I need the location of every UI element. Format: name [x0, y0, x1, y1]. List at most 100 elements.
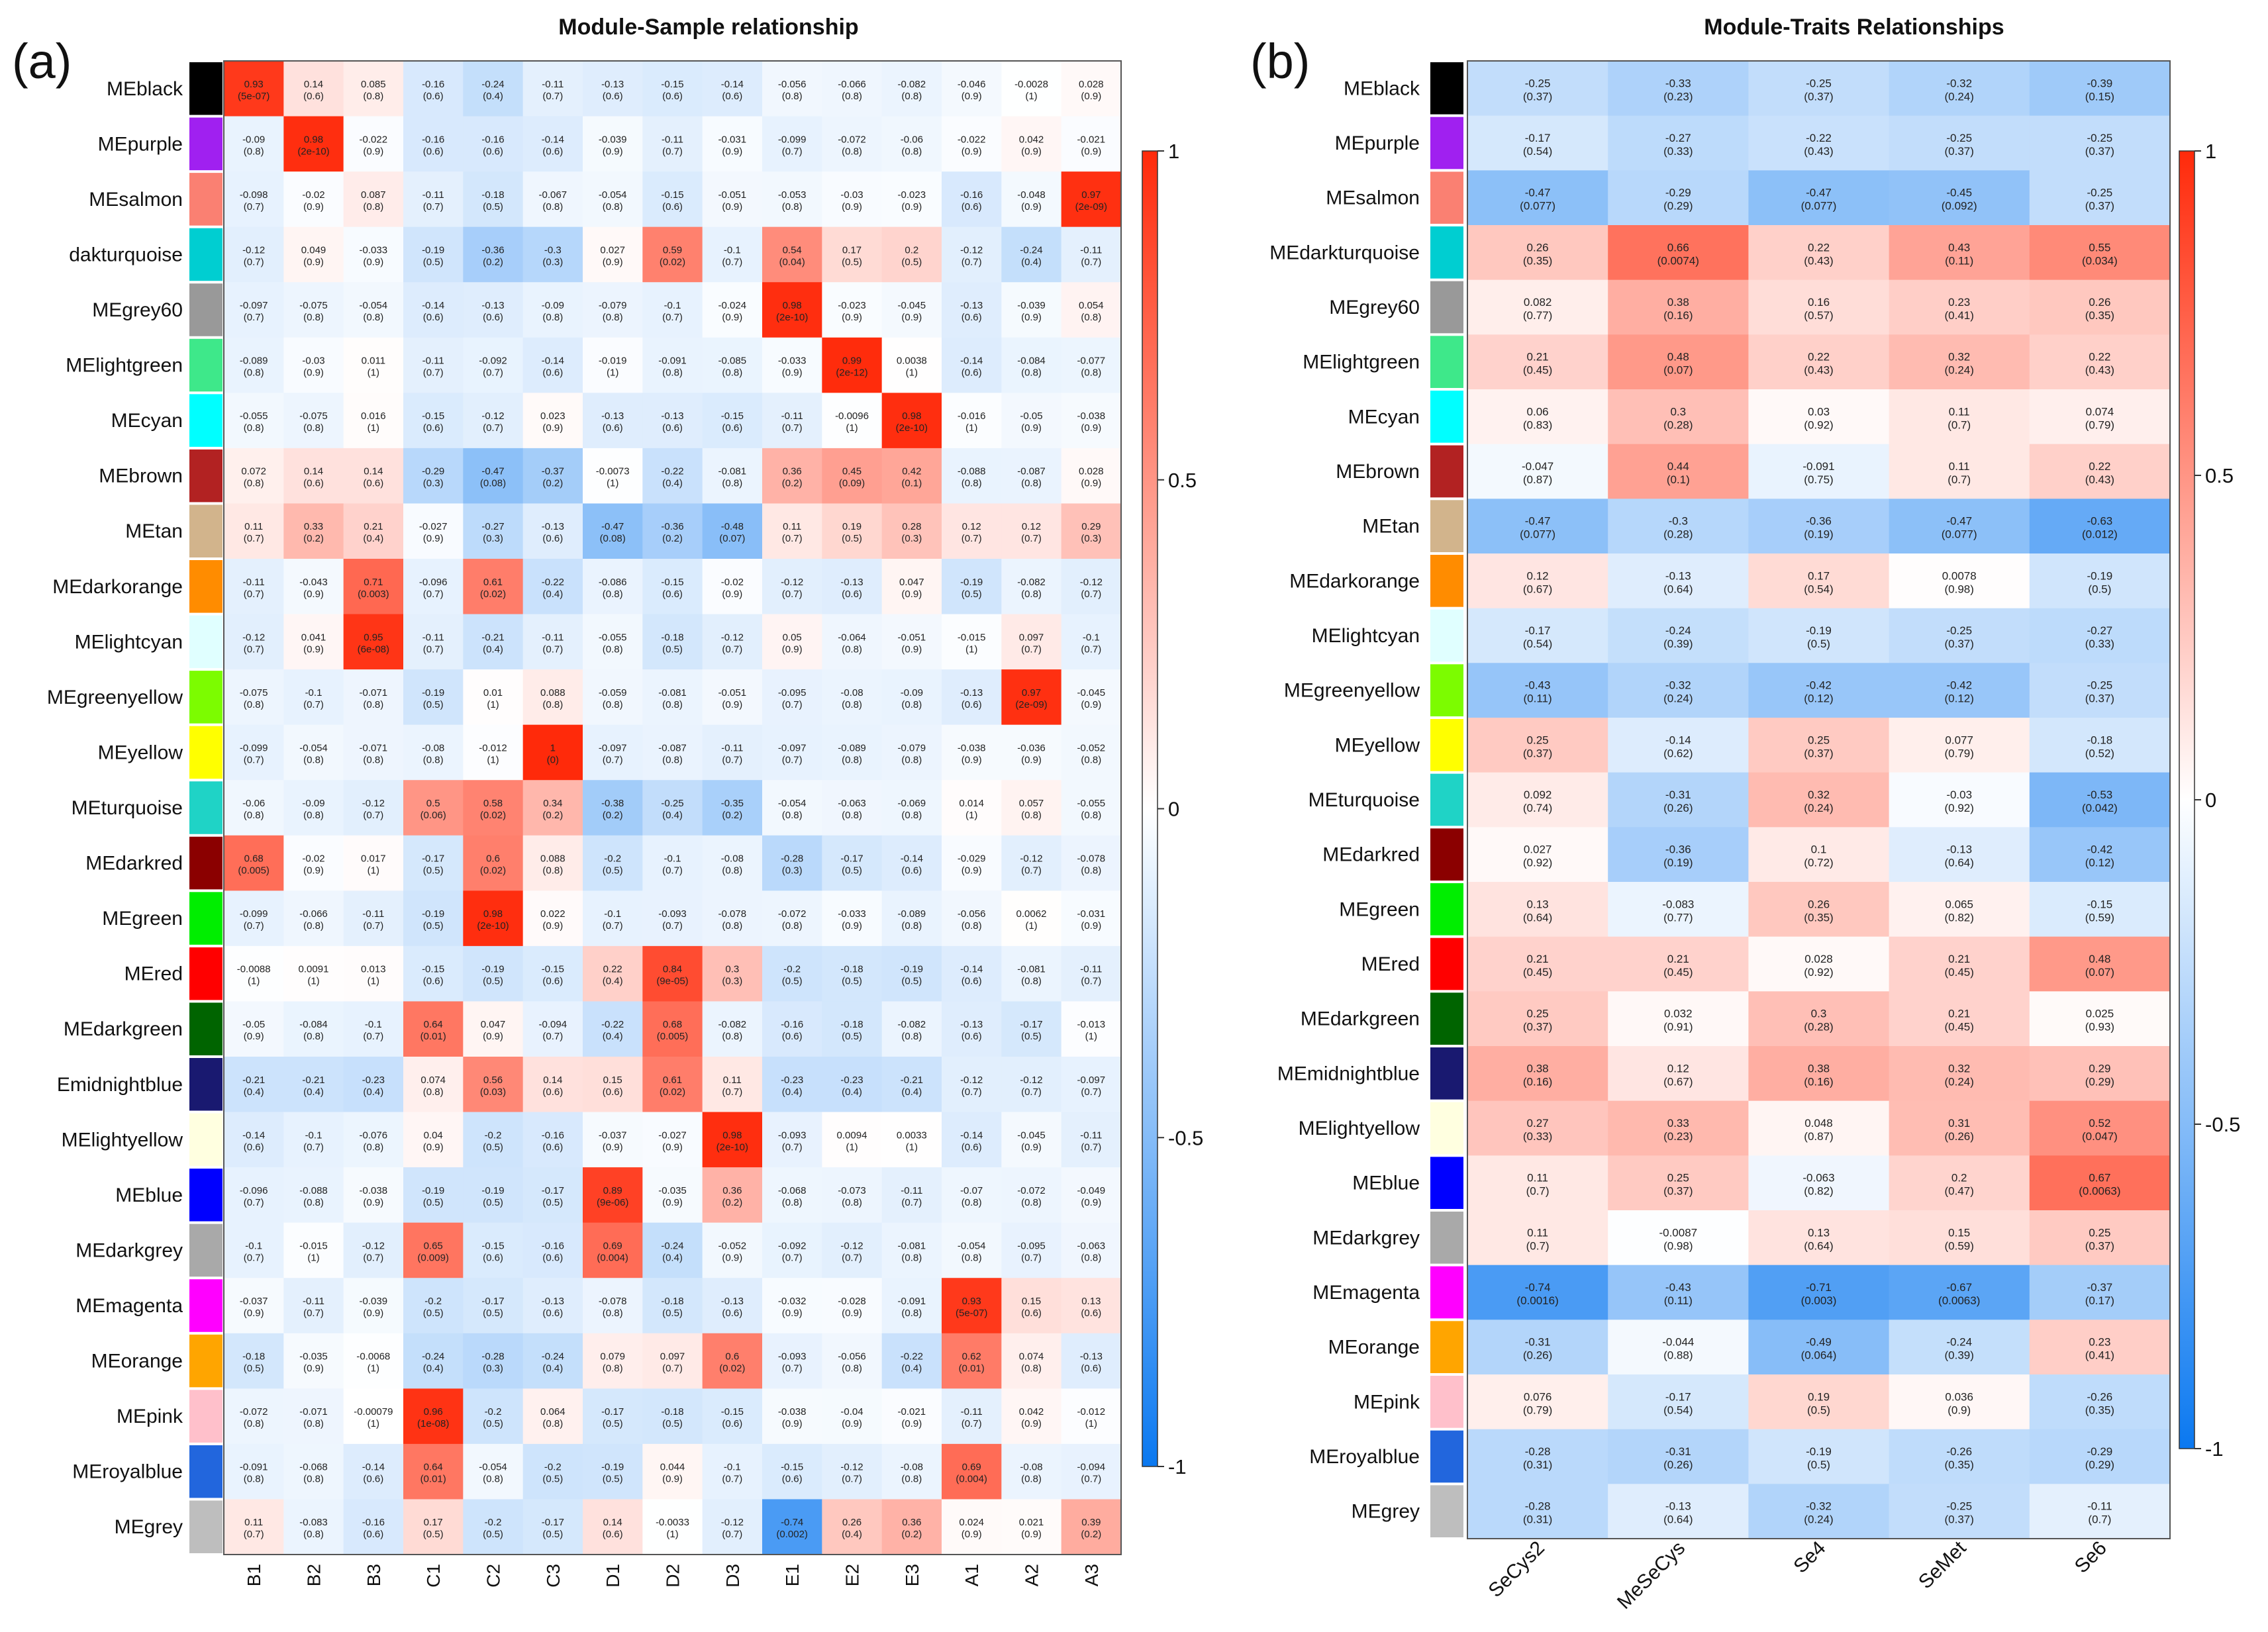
cell-value-label: 0.98 [783, 300, 802, 311]
cell-pvalue-label: (0.87) [1804, 1130, 1833, 1143]
cell-pvalue-label: (0.6) [662, 201, 683, 213]
cell-value-label: -0.078 [599, 1296, 627, 1307]
cell-pvalue-label: (0.5) [842, 533, 862, 544]
heatmap-cell [2029, 827, 2171, 883]
cell-pvalue-label: (0.3) [542, 256, 563, 267]
cell-pvalue-label: (0.012) [2082, 528, 2118, 541]
cell-pvalue-label: (0.7) [842, 1474, 862, 1485]
cell-value-label: 0.11 [1949, 405, 1970, 418]
heatmap-cell [522, 448, 583, 504]
cell-value-label: 0.93 [244, 79, 264, 90]
heatmap-cell [583, 1112, 643, 1168]
module-color-swatch [189, 449, 222, 503]
cell-value-label: -0.035 [299, 1351, 328, 1363]
cell-value-label: -0.3 [544, 244, 562, 256]
cell-value-label: -0.09 [242, 134, 265, 145]
cell-value-label: -0.17 [422, 853, 444, 865]
cell-value-label: -0.22 [661, 466, 683, 477]
heatmap-cell [642, 116, 703, 172]
heatmap-cell [283, 780, 344, 836]
cell-value-label: -0.29 [2087, 1445, 2113, 1458]
heatmap-cell [762, 1333, 822, 1389]
cell-pvalue-label: (0.8) [782, 920, 803, 932]
cell-value-label: 0.0033 [897, 1129, 927, 1141]
heatmap-cell [583, 226, 643, 283]
cell-pvalue-label: (0.9) [303, 865, 324, 877]
cell-pvalue-label: (0.29) [1663, 200, 1693, 213]
heatmap-cell [642, 226, 703, 283]
heatmap-cell [283, 614, 344, 670]
cell-pvalue-label: (0.9) [1021, 312, 1042, 323]
heatmap-cell [1467, 1374, 1608, 1430]
cell-pvalue-label: (0.4) [423, 1363, 444, 1374]
cell-pvalue-label: (0.6) [1081, 1363, 1101, 1374]
cell-pvalue-label: (0.82) [1944, 911, 1973, 924]
heatmap-cell [463, 1499, 524, 1555]
cell-value-label: -0.085 [718, 356, 747, 367]
heatmap-cell [1608, 444, 1749, 499]
heatmap-cell [403, 1057, 464, 1113]
heatmap-cell [583, 1499, 643, 1555]
heatmap-cell [224, 61, 284, 117]
cell-value-label: -0.16 [362, 1517, 385, 1528]
cell-pvalue-label: (0.7) [542, 1031, 563, 1042]
cell-value-label: -0.1 [724, 244, 741, 256]
row-label: MEorange [91, 1351, 183, 1372]
cell-pvalue-label: (0.11) [1664, 1294, 1693, 1307]
cell-value-label: -0.24 [542, 1351, 564, 1363]
cell-pvalue-label: (0.005) [238, 865, 270, 877]
cell-value-label: -0.67 [1946, 1281, 1972, 1294]
heatmap-cell [463, 1057, 524, 1113]
heatmap-cell [1889, 991, 2030, 1047]
heatmap-cell [1889, 718, 2030, 773]
cell-pvalue-label: (0.8) [901, 754, 922, 765]
cell-pvalue-label: (0.54) [1804, 583, 1833, 595]
cell-pvalue-label: (0.9) [1081, 699, 1101, 710]
cell-value-label: -0.016 [958, 410, 986, 422]
row-label: MEgreen [1339, 898, 1420, 920]
cell-value-label: -0.17 [1665, 1390, 1691, 1403]
heatmap-cell [762, 282, 822, 338]
cell-value-label: -0.11 [2087, 1500, 2112, 1513]
cell-value-label: -0.19 [1806, 1445, 1832, 1458]
heatmap-cell [881, 559, 942, 615]
heatmap-cell [583, 559, 643, 615]
heatmap-cell [583, 669, 643, 726]
cell-value-label: 0.48 [1667, 351, 1689, 363]
column-label: Se4 [1789, 1537, 1830, 1578]
heatmap-cell [224, 669, 284, 726]
cell-pvalue-label: (0.8) [483, 1474, 503, 1485]
heatmap-cell [642, 724, 703, 781]
cell-value-label: -0.077 [1077, 356, 1106, 367]
heatmap-cell [283, 945, 344, 1002]
cell-value-label: -0.21 [481, 632, 504, 643]
module-color-swatch [189, 1113, 222, 1167]
cell-pvalue-label: (0.8) [542, 201, 563, 213]
heatmap-cell [522, 1333, 583, 1389]
heatmap-cell [2029, 279, 2171, 335]
cell-pvalue-label: (0.37) [1944, 638, 1973, 650]
cell-pvalue-label: (0.9) [722, 146, 742, 157]
module-color-swatch [189, 1390, 222, 1443]
cell-pvalue-label: (0.8) [303, 754, 324, 765]
heatmap-cell [942, 1001, 1002, 1057]
row-label: MElightgreen [1303, 352, 1420, 373]
cell-pvalue-label: (0.9) [603, 1141, 623, 1153]
cell-pvalue-label: (0.9) [662, 1197, 683, 1208]
cell-value-label: -0.13 [1665, 1500, 1691, 1513]
cell-value-label: 0.057 [1019, 798, 1044, 809]
heatmap-cell [1467, 1429, 1608, 1484]
heatmap-cell [583, 1278, 643, 1334]
cell-pvalue-label: (0.8) [244, 367, 264, 379]
cell-pvalue-label: (0.8) [842, 1363, 862, 1374]
cell-value-label: 0.45 [842, 466, 862, 477]
module-color-swatch [1430, 1376, 1463, 1428]
column-label: E3 [902, 1564, 922, 1586]
cell-pvalue-label: (0.7) [483, 422, 503, 434]
heatmap-cell [1889, 499, 2030, 554]
cell-pvalue-label: (0.5) [901, 976, 922, 987]
cell-value-label: -0.11 [422, 189, 444, 201]
cell-value-label: -0.094 [1077, 1462, 1106, 1473]
cell-value-label: 0.15 [1948, 1226, 1970, 1239]
cell-pvalue-label: (0.6) [961, 201, 982, 213]
